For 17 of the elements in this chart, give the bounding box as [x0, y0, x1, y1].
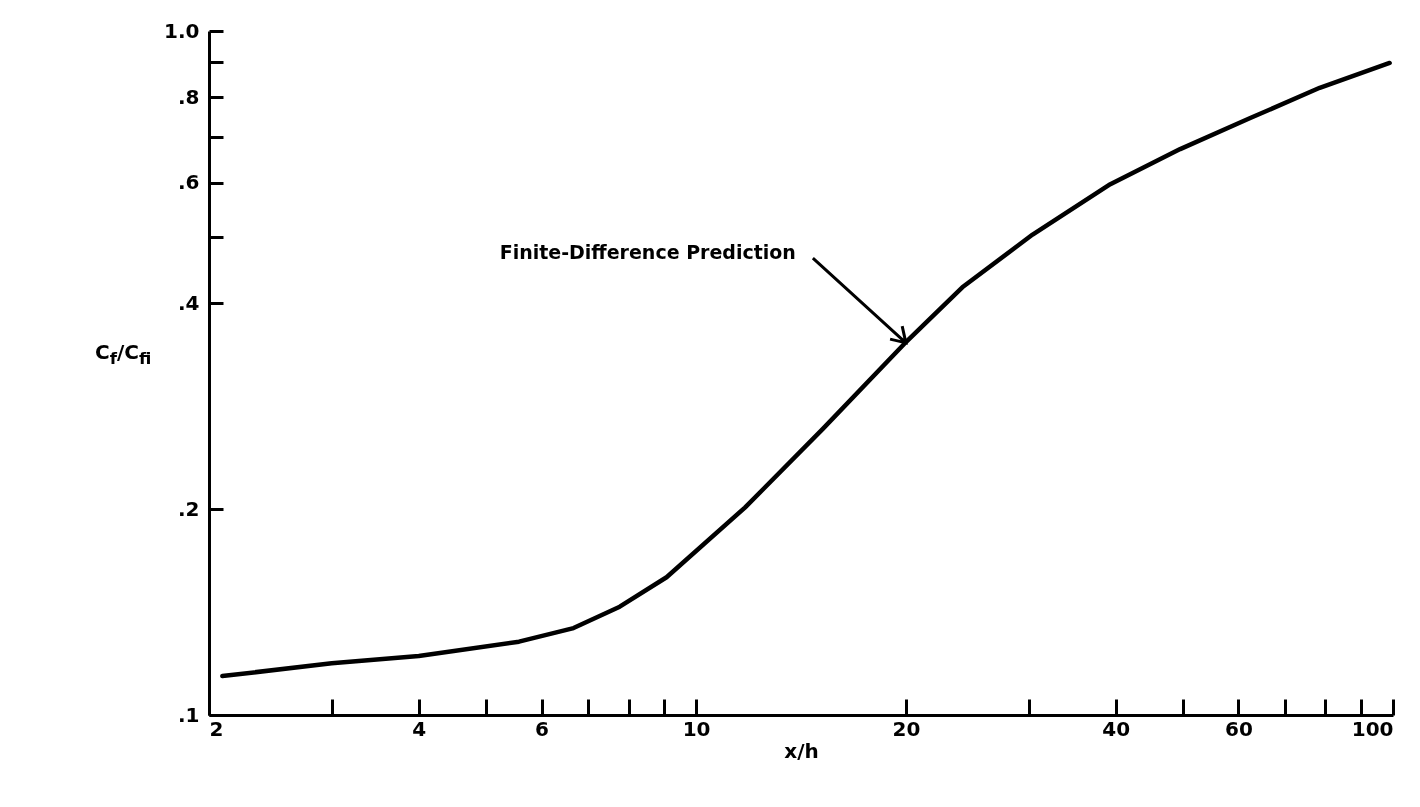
y-tick-label: .2: [177, 496, 200, 521]
y-tick-label: 1.0: [164, 18, 200, 43]
x-tick-label: 10: [682, 716, 711, 741]
x-tick-label: 20: [892, 716, 921, 741]
x-tick-label: 4: [412, 716, 427, 741]
y-tick-label: .4: [177, 290, 200, 315]
x-axis-title: x/h: [784, 738, 819, 763]
x-tick-label: 60: [1224, 716, 1253, 741]
y-axis-title: C$_{f}$/C$_{fi}$: [95, 340, 152, 368]
x-tick-label: 40: [1102, 716, 1131, 741]
y-tick-label: .8: [177, 84, 200, 109]
x-tick-label: 100: [1351, 716, 1394, 741]
y-tick-label: .6: [177, 170, 200, 195]
x-tick-label: 2: [209, 716, 224, 741]
annotation: Finite-Difference Prediction: [499, 240, 796, 263]
x-tick-label: 6: [535, 716, 549, 741]
y-tick-label: .1: [177, 702, 200, 727]
